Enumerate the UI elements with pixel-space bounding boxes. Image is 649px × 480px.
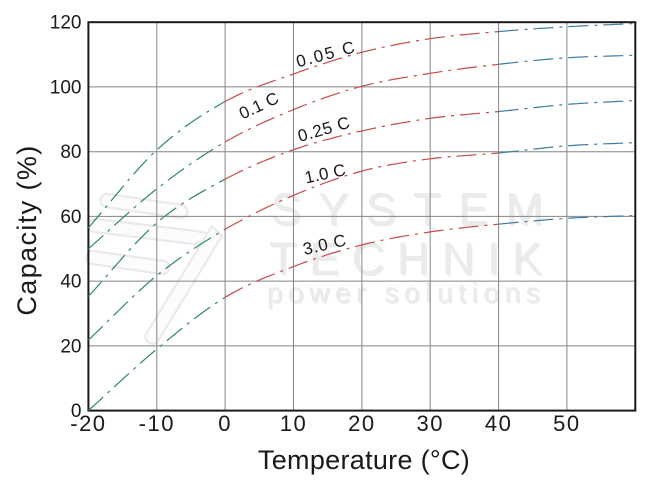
svg-text:20: 20 [348,411,375,436]
svg-text:Temperature (°C): Temperature (°C) [258,445,470,475]
svg-text:Capacity (%): Capacity (%) [12,144,42,315]
svg-text:power solutions: power solutions [268,279,547,310]
svg-text:30: 30 [416,411,443,436]
svg-text:120: 120 [50,13,82,34]
svg-text:50: 50 [553,411,580,436]
svg-text:SYSTEM: SYSTEM [271,184,560,235]
svg-text:0: 0 [218,411,232,436]
svg-text:40: 40 [60,272,81,293]
svg-text:-20: -20 [70,411,106,436]
svg-text:10: 10 [280,411,307,436]
svg-text:60: 60 [60,207,81,228]
svg-text:80: 80 [60,142,81,163]
svg-text:0: 0 [71,401,82,422]
svg-text:20: 20 [60,336,81,357]
svg-text:SYSTEM: SYSTEM [273,185,562,236]
svg-text:power solutions: power solutions [267,277,546,308]
svg-text:100: 100 [50,77,82,98]
svg-text:40: 40 [485,411,512,436]
svg-text:TECHNIK: TECHNIK [271,235,557,286]
svg-text:-10: -10 [139,411,175,436]
